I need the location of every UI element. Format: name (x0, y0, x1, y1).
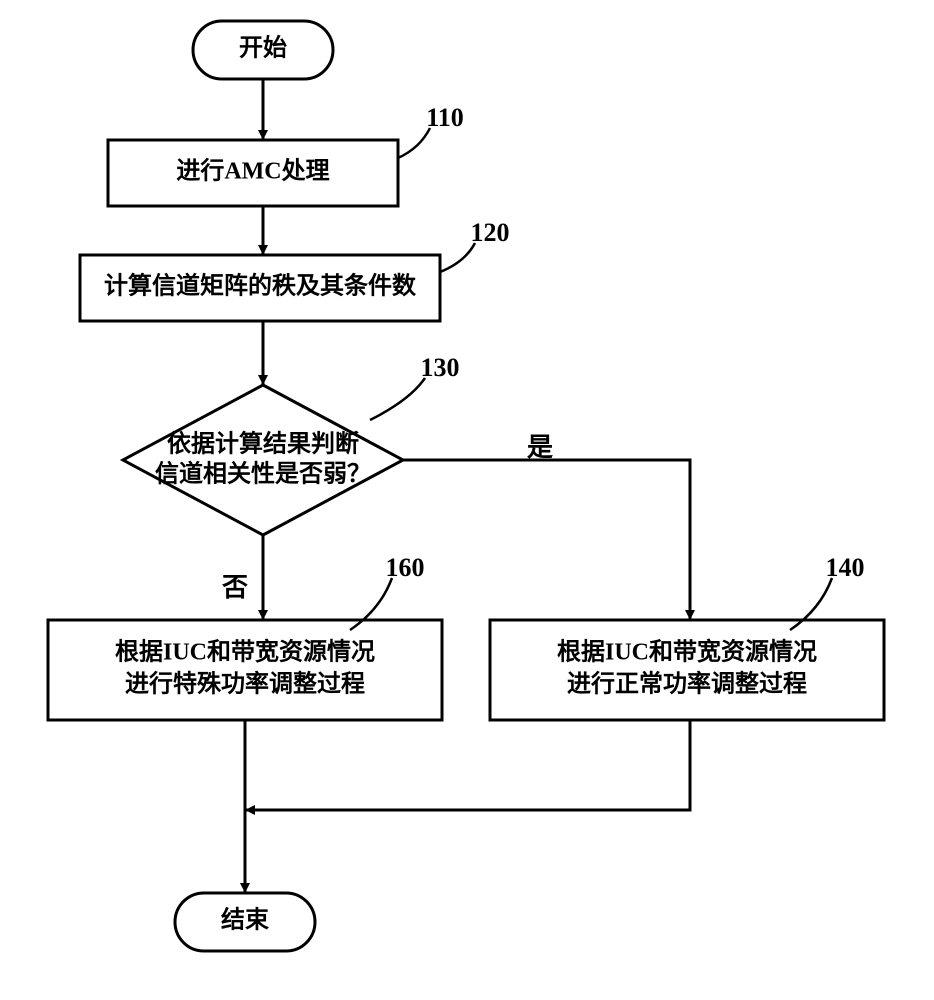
node-n130: 依据计算结果判断信道相关性是否弱？ 130 (123, 353, 460, 535)
svg-text:进行正常功率调整过程: 进行正常功率调整过程 (567, 670, 807, 698)
svg-text:是: 是 (527, 433, 553, 462)
svg-text:160: 160 (386, 553, 425, 582)
svg-text:进行特殊功率调整过程: 进行特殊功率调整过程 (125, 670, 365, 698)
svg-text:120: 120 (471, 218, 510, 247)
edge-4 (403, 460, 690, 620)
node-start: 开始 (193, 21, 333, 79)
node-n110: 进行AMC处理 110 (108, 103, 464, 206)
svg-text:根据IUC和带宽资源情况: 根据IUC和带宽资源情况 (115, 638, 375, 666)
svg-text:130: 130 (421, 353, 460, 382)
svg-text:进行AMC处理: 进行AMC处理 (176, 157, 329, 185)
ref-callout-110 (398, 128, 430, 158)
ref-callout-120 (440, 243, 475, 272)
svg-text:依据计算结果判断: 依据计算结果判断 (167, 430, 359, 458)
ref-callout-130 (370, 378, 425, 420)
node-n140: 根据IUC和带宽资源情况进行正常功率调整过程 140 (490, 553, 884, 720)
svg-text:否: 否 (222, 573, 248, 602)
svg-text:根据IUC和带宽资源情况: 根据IUC和带宽资源情况 (557, 638, 817, 666)
svg-text:开始: 开始 (239, 35, 287, 62)
svg-text:结束: 结束 (221, 907, 270, 934)
node-end: 结束 (175, 893, 315, 951)
svg-text:110: 110 (426, 103, 464, 132)
edge-5 (245, 720, 690, 810)
svg-text:140: 140 (826, 553, 865, 582)
svg-text:计算信道矩阵的秩及其条件数: 计算信道矩阵的秩及其条件数 (104, 272, 417, 300)
svg-text:信道相关性是否弱？: 信道相关性是否弱？ (155, 460, 371, 488)
